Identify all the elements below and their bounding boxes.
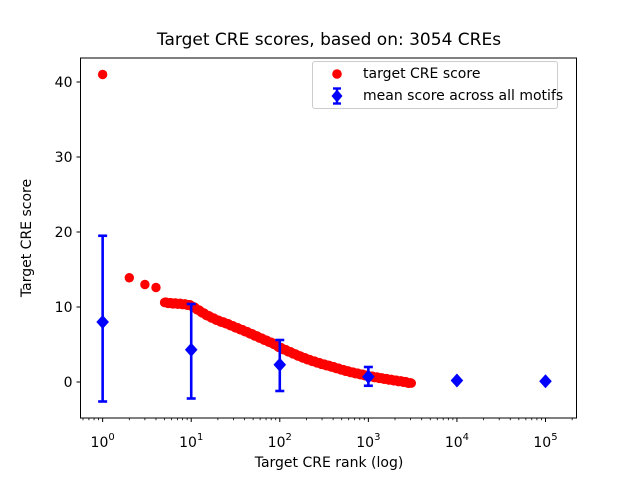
mean-score-diamond (362, 369, 375, 384)
mean-score-diamond (273, 357, 287, 372)
legend-label-target-cre-score: target CRE score (363, 66, 481, 82)
y-tick-label: 30 (55, 150, 73, 166)
axes: 100 101 102 103 104 105 0 10 20 30 40 (55, 75, 573, 451)
blue-diamond-errorbar-marker-icon (331, 87, 343, 105)
x-tick-label: 101 (179, 432, 203, 451)
chart-title: Target CRE scores, based on: 3054 CREs (156, 30, 502, 50)
y-axis-label: Target CRE score (19, 178, 35, 298)
red-circle-marker-icon (332, 69, 342, 79)
x-tick-label: 103 (356, 432, 380, 451)
x-tick-label: 102 (268, 432, 292, 451)
x-tick-label: 100 (91, 432, 115, 451)
x-tick-label: 104 (445, 432, 469, 451)
mean-score-diamond (539, 374, 552, 389)
legend-item-target-cre-score: target CRE score (317, 63, 553, 85)
mean-score-series (96, 234, 552, 403)
legend: target CRE score mean score across all m… (312, 61, 563, 109)
y-tick-label: 40 (55, 75, 73, 91)
mean-score-diamond (450, 373, 464, 388)
y-tick-label: 20 (55, 225, 73, 241)
legend-label-mean-score: mean score across all motifs (363, 88, 564, 104)
mean-score-diamond (184, 342, 198, 357)
x-tick-label: 105 (533, 432, 557, 451)
y-tick-label: 10 (55, 300, 73, 316)
x-axis-label: Target CRE rank (log) (254, 455, 404, 471)
legend-item-mean-score: mean score across all motifs (317, 85, 563, 107)
plot-frame (80, 57, 577, 419)
mean-score-diamond (96, 315, 109, 329)
target-cre-score-series (97, 69, 417, 388)
y-tick-label: 0 (64, 375, 73, 391)
